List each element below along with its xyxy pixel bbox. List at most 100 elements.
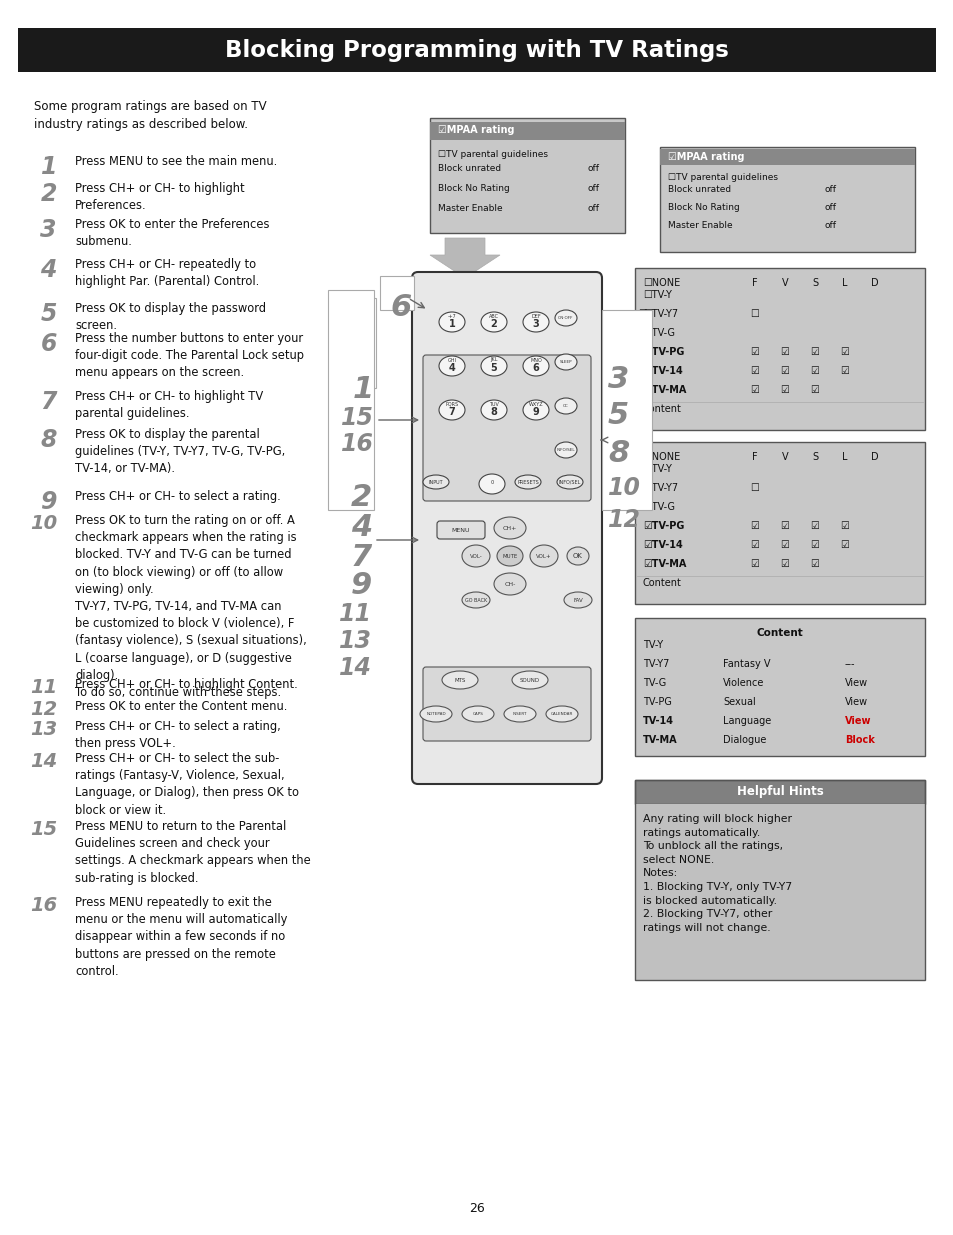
Text: Press CH+ or CH- to highlight TV
parental guidelines.: Press CH+ or CH- to highlight TV parenta… [75,390,263,420]
Text: 1: 1 [448,319,455,329]
Text: 2: 2 [490,319,497,329]
Ellipse shape [461,592,490,608]
Text: TV-14: TV-14 [642,716,673,726]
Text: ☑: ☑ [780,385,788,395]
Text: ☑: ☑ [750,521,759,531]
Text: 16: 16 [340,432,374,456]
Text: OK: OK [573,553,582,559]
Text: VOL+: VOL+ [536,553,551,558]
Text: ☑TV-14: ☑TV-14 [642,540,682,550]
Text: 3: 3 [607,366,629,394]
Text: 6: 6 [40,332,57,356]
Text: D: D [870,278,878,288]
Text: Block: Block [844,735,874,745]
Bar [635,781,924,981]
Text: ON·OFF: ON·OFF [558,316,573,320]
Bar [635,442,924,604]
Text: 16: 16 [30,897,57,915]
Text: TV-MA: TV-MA [642,735,677,745]
Text: 7: 7 [351,543,372,573]
Text: 26: 26 [469,1202,484,1215]
Text: 15: 15 [30,820,57,839]
Text: ☐TV-G: ☐TV-G [642,501,675,513]
Text: DEF: DEF [531,314,540,319]
Text: INFO/SEL: INFO/SEL [558,479,580,484]
Ellipse shape [555,310,577,326]
Text: Language: Language [722,716,770,726]
Text: Press OK to display the parental
guidelines (TV-Y, TV-Y7, TV-G, TV-PG,
TV-14, or: Press OK to display the parental guideli… [75,429,285,475]
Text: Press OK to enter the Preferences
submenu.: Press OK to enter the Preferences submen… [75,219,269,248]
Text: SLEEP: SLEEP [559,359,572,364]
Bar [635,804,924,981]
Text: GO BACK: GO BACK [464,598,487,603]
Text: ☐TV-Y: ☐TV-Y [642,464,671,474]
Text: Content: Content [642,578,681,588]
Ellipse shape [478,474,504,494]
Text: 1: 1 [353,375,374,405]
Text: ☐TV parental guidelines: ☐TV parental guidelines [667,173,778,182]
Text: 9: 9 [532,408,538,417]
Text: PRESETS: PRESETS [517,479,538,484]
Text: Press the number buttons to enter your
four-digit code. The Parental Lock setup
: Press the number buttons to enter your f… [75,332,304,379]
Text: Any rating will block higher
ratings automatically.
To unblock all the ratings,
: Any rating will block higher ratings aut… [642,814,791,932]
Text: 14: 14 [30,752,57,771]
Text: ☑: ☑ [810,385,819,395]
Text: 10: 10 [30,514,57,534]
Text: Press CH+ or CH- to highlight Content.: Press CH+ or CH- to highlight Content. [75,678,297,692]
Ellipse shape [522,356,548,375]
Bar [430,119,624,233]
Text: 15: 15 [340,406,374,430]
Text: 13: 13 [30,720,57,739]
Ellipse shape [480,400,506,420]
Text: NOTEPAD: NOTEPAD [426,713,445,716]
Text: 8: 8 [490,408,497,417]
Text: INSERT: INSERT [512,713,527,716]
Text: GHI: GHI [447,357,456,363]
Bar [635,268,924,430]
Text: Blocking Programming with TV Ratings: Blocking Programming with TV Ratings [225,38,728,62]
Text: D: D [870,452,878,462]
Ellipse shape [480,356,506,375]
Text: 4: 4 [351,514,372,542]
Text: View: View [844,678,867,688]
Text: ☑: ☑ [750,366,759,375]
Text: View: View [844,716,871,726]
Text: CH+: CH+ [502,526,517,531]
Text: ☐NONE: ☐NONE [642,278,679,288]
Text: Master Enable: Master Enable [437,204,502,212]
Text: ☑: ☑ [810,521,819,531]
Text: Block unrated: Block unrated [437,164,500,173]
Text: ☑: ☑ [840,347,848,357]
Text: Block unrated: Block unrated [667,185,730,194]
Text: TV-Y: TV-Y [642,640,662,650]
FancyBboxPatch shape [422,354,590,501]
Text: ·+7: ·+7 [447,314,456,319]
Text: 14: 14 [338,656,372,680]
Text: ☐TV-Y: ☐TV-Y [642,290,671,300]
Text: ☑: ☑ [638,483,647,493]
Text: TV-Y7: TV-Y7 [642,659,669,669]
Ellipse shape [515,475,540,489]
Text: Press CH+ or CH- to select the sub-
ratings (Fantasy-V, Violence, Sexual,
Langua: Press CH+ or CH- to select the sub- rati… [75,752,298,816]
Text: Master Enable: Master Enable [667,221,732,230]
Text: Press MENU repeatedly to exit the
menu or the menu will automatically
disappear : Press MENU repeatedly to exit the menu o… [75,897,287,978]
Text: ☑: ☑ [780,366,788,375]
Ellipse shape [494,517,525,538]
Text: S: S [811,278,818,288]
Text: 6: 6 [532,363,538,373]
Text: PQRS: PQRS [445,401,458,406]
Bar [659,147,914,252]
Text: ☑: ☑ [840,366,848,375]
Text: ☑: ☑ [780,347,788,357]
Text: ☑: ☑ [810,366,819,375]
Text: 4: 4 [40,258,57,282]
Text: INFO/SEL: INFO/SEL [557,448,575,452]
Bar [635,618,924,756]
Text: Press OK to turn the rating on or off. A
checkmark appears when the rating is
bl: Press OK to turn the rating on or off. A… [75,514,307,699]
Polygon shape [430,238,499,278]
Text: 2: 2 [351,483,372,513]
Text: 0: 0 [490,479,493,484]
Text: 5: 5 [40,303,57,326]
Text: FAV: FAV [573,598,582,603]
Text: MNO: MNO [530,357,541,363]
